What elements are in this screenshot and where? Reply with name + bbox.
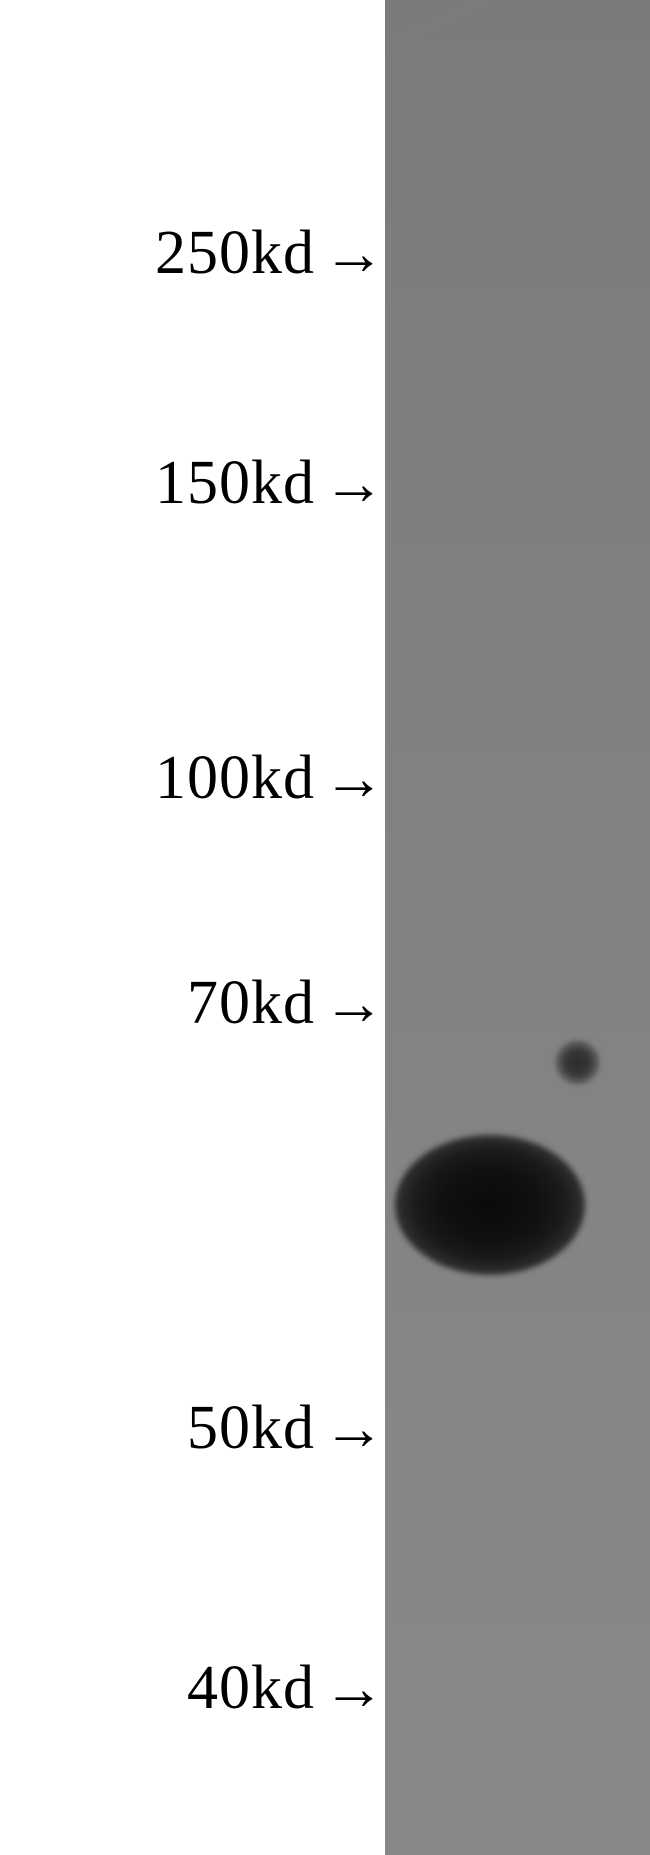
arrow-icon: →: [323, 223, 385, 285]
mw-marker-250: 250kd →: [0, 218, 385, 289]
arrow-icon: →: [323, 1658, 385, 1720]
lane-scratch: [435, 35, 642, 112]
arrow-icon: →: [323, 973, 385, 1035]
lane-scratch: [385, 1451, 650, 1512]
blot-lane: [385, 0, 650, 1855]
minor-spot-band: [555, 1040, 600, 1085]
lane-scratch: [385, 497, 650, 572]
mw-label: 70kd: [187, 968, 315, 1039]
mw-label: 250kd: [155, 218, 315, 289]
mw-marker-100: 100kd →: [0, 743, 385, 814]
mw-label: 100kd: [155, 743, 315, 814]
arrow-icon: →: [323, 748, 385, 810]
mw-label: 50kd: [187, 1393, 315, 1464]
western-blot-figure: 250kd → 150kd → 100kd → 70kd → 50kd → 40…: [0, 0, 650, 1855]
main-band: [395, 1135, 585, 1275]
mw-marker-40: 40kd →: [0, 1653, 385, 1724]
lane-scratch: [385, 874, 650, 932]
mw-label: 150kd: [155, 448, 315, 519]
lane-scratch: [415, 0, 638, 82]
arrow-icon: →: [323, 1398, 385, 1460]
arrow-icon: →: [323, 453, 385, 515]
lane-scratch: [385, 355, 650, 432]
lane-scratch: [465, 88, 650, 152]
mw-marker-50: 50kd →: [0, 1393, 385, 1464]
mw-marker-150: 150kd →: [0, 448, 385, 519]
mw-marker-70: 70kd →: [0, 968, 385, 1039]
mw-label: 40kd: [187, 1653, 315, 1724]
